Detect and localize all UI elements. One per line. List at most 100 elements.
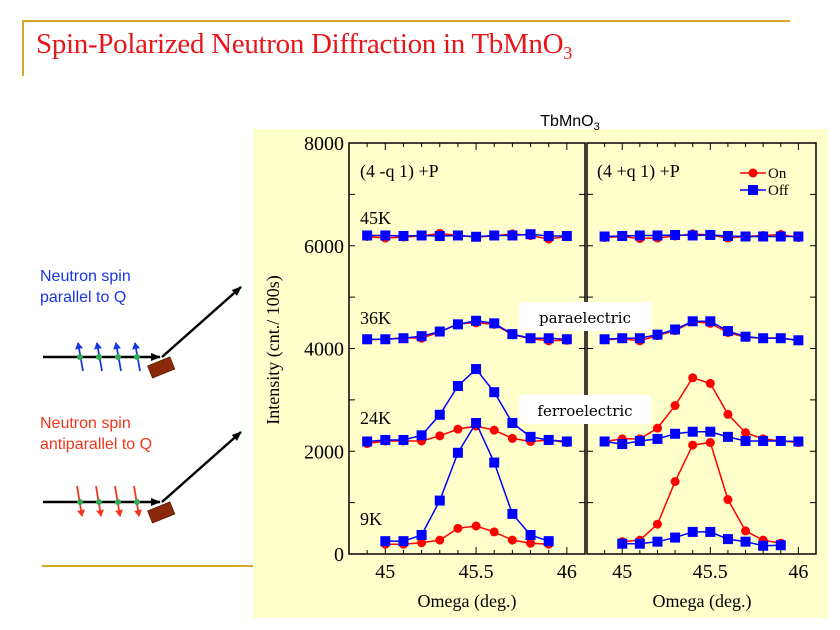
series-line-off-24k	[604, 430, 799, 445]
data-point-off-45k	[471, 231, 482, 242]
data-point-off-45k	[507, 230, 518, 241]
panel-left: 45 45.5 46	[348, 142, 586, 583]
data-point-off-9k	[398, 536, 409, 547]
chart-title-subscript: 3	[594, 121, 600, 133]
data-point-off-36k	[416, 331, 427, 342]
temperature-label-24k: 24K	[360, 408, 391, 428]
data-point-off-45k	[452, 230, 463, 241]
data-point-on-24k	[435, 431, 445, 441]
data-point-off-24k	[525, 431, 536, 442]
data-point-off-45k	[722, 230, 733, 241]
antiparallel-spin-label: Neutron spin antiparallel to Q	[40, 413, 152, 455]
data-point-off-9k	[489, 457, 500, 468]
data-point-off-36k	[398, 333, 409, 344]
spin-up-arrows	[75, 342, 141, 372]
data-point-off-36k	[380, 334, 391, 345]
data-point-off-9k	[452, 447, 463, 458]
data-point-off-24k	[652, 433, 663, 444]
series-line-off-9k	[385, 421, 549, 542]
data-point-off-45k	[416, 230, 427, 241]
data-point-on-9k	[489, 527, 499, 537]
data-point-off-24k	[398, 434, 409, 445]
data-point-on-9k	[652, 519, 662, 529]
y-tick-label: 8000	[304, 133, 344, 155]
legend-off-marker	[748, 185, 758, 195]
data-point-off-36k	[507, 329, 518, 340]
data-point-off-9k	[670, 532, 681, 543]
slide-title-main: Spin-Polarized Neutron Diffraction in Tb…	[36, 28, 564, 60]
data-point-off-45k	[687, 230, 698, 241]
data-point-off-45k	[489, 230, 500, 241]
data-point-off-9k	[634, 538, 645, 549]
data-point-on-9k	[453, 523, 463, 533]
data-point-off-45k	[775, 231, 786, 242]
data-point-off-45k	[561, 230, 572, 241]
temperature-label-45k: 45K	[360, 208, 391, 228]
data-point-on-24k	[507, 433, 517, 443]
data-point-off-24k	[362, 436, 373, 447]
data-point-off-9k	[722, 534, 733, 545]
data-point-off-24k	[452, 381, 463, 392]
chart-title: TbMnO3	[540, 113, 599, 133]
antiparallel-spin-label-line1: Neutron spin	[40, 415, 131, 432]
neutron-dot-icon	[96, 354, 102, 360]
data-point-off-45k	[740, 231, 751, 242]
paraelectric-label: paraelectric	[539, 309, 631, 327]
data-point-off-9k	[740, 536, 751, 547]
legend-on-label: On	[768, 166, 787, 182]
data-point-off-45k	[398, 230, 409, 241]
neutron-dot-icon	[115, 354, 121, 360]
data-point-on-24k	[489, 425, 499, 435]
data-point-off-9k	[434, 495, 445, 506]
y-tick-label: 2000	[304, 441, 344, 463]
y-tick-label: 4000	[304, 339, 344, 361]
chart: TbMnO3 Intensity (cnt./ 100s) 0 2000 4000 6…	[263, 113, 817, 612]
neutron-dot-icon	[134, 354, 140, 360]
series-line-on-9k	[385, 525, 549, 545]
data-point-off-36k	[452, 319, 463, 330]
slide-title-subscript: 3	[563, 43, 572, 63]
data-point-off-45k	[705, 229, 716, 240]
data-point-on-9k	[705, 438, 715, 448]
data-point-off-36k	[617, 333, 628, 344]
data-point-on-24k	[670, 401, 680, 411]
data-point-off-45k	[758, 231, 769, 242]
data-point-on-9k	[526, 538, 536, 548]
parallel-spin-label-line2: parallel to Q	[40, 289, 127, 306]
x-axis-label-left: Omega (deg.)	[418, 591, 517, 612]
y-tick-label: 0	[334, 544, 344, 566]
bottom-left-rule	[42, 565, 254, 567]
ferroelectric-label: ferroelectric	[537, 402, 632, 420]
plot-frame	[586, 142, 817, 555]
data-point-off-24k	[722, 431, 733, 442]
data-point-off-24k	[687, 426, 698, 437]
neutron-dot-icon	[115, 499, 121, 505]
temperature-label-36k: 36K	[360, 308, 391, 328]
data-point-on-9k	[471, 521, 481, 531]
data-point-off-36k	[471, 315, 482, 326]
data-point-on-9k	[435, 535, 445, 545]
data-point-off-45k	[634, 230, 645, 241]
data-point-off-9k	[617, 538, 628, 549]
parallel-spin-label-line1: Neutron spin	[40, 268, 131, 285]
data-point-off-9k	[507, 508, 518, 519]
y-tick-label: 6000	[304, 236, 344, 258]
data-point-off-9k	[705, 526, 716, 537]
data-point-off-45k	[793, 231, 804, 242]
data-point-off-9k	[687, 526, 698, 537]
data-point-off-36k	[775, 333, 786, 344]
data-point-on-24k	[688, 373, 698, 383]
data-point-off-36k	[362, 334, 373, 345]
antiparallel-scattering-diagram	[43, 431, 242, 524]
data-point-off-24k	[489, 387, 500, 398]
x-axis-label-right: Omega (deg.)	[653, 591, 752, 612]
data-point-off-45k	[670, 229, 681, 240]
title-top-rule	[22, 20, 790, 22]
x-tick-label: 45.5	[693, 561, 728, 583]
data-point-off-36k	[434, 326, 445, 337]
data-point-off-24k	[561, 436, 572, 447]
data-point-on-9k	[670, 477, 680, 487]
data-point-off-24k	[434, 409, 445, 420]
data-point-on-24k	[705, 378, 715, 388]
